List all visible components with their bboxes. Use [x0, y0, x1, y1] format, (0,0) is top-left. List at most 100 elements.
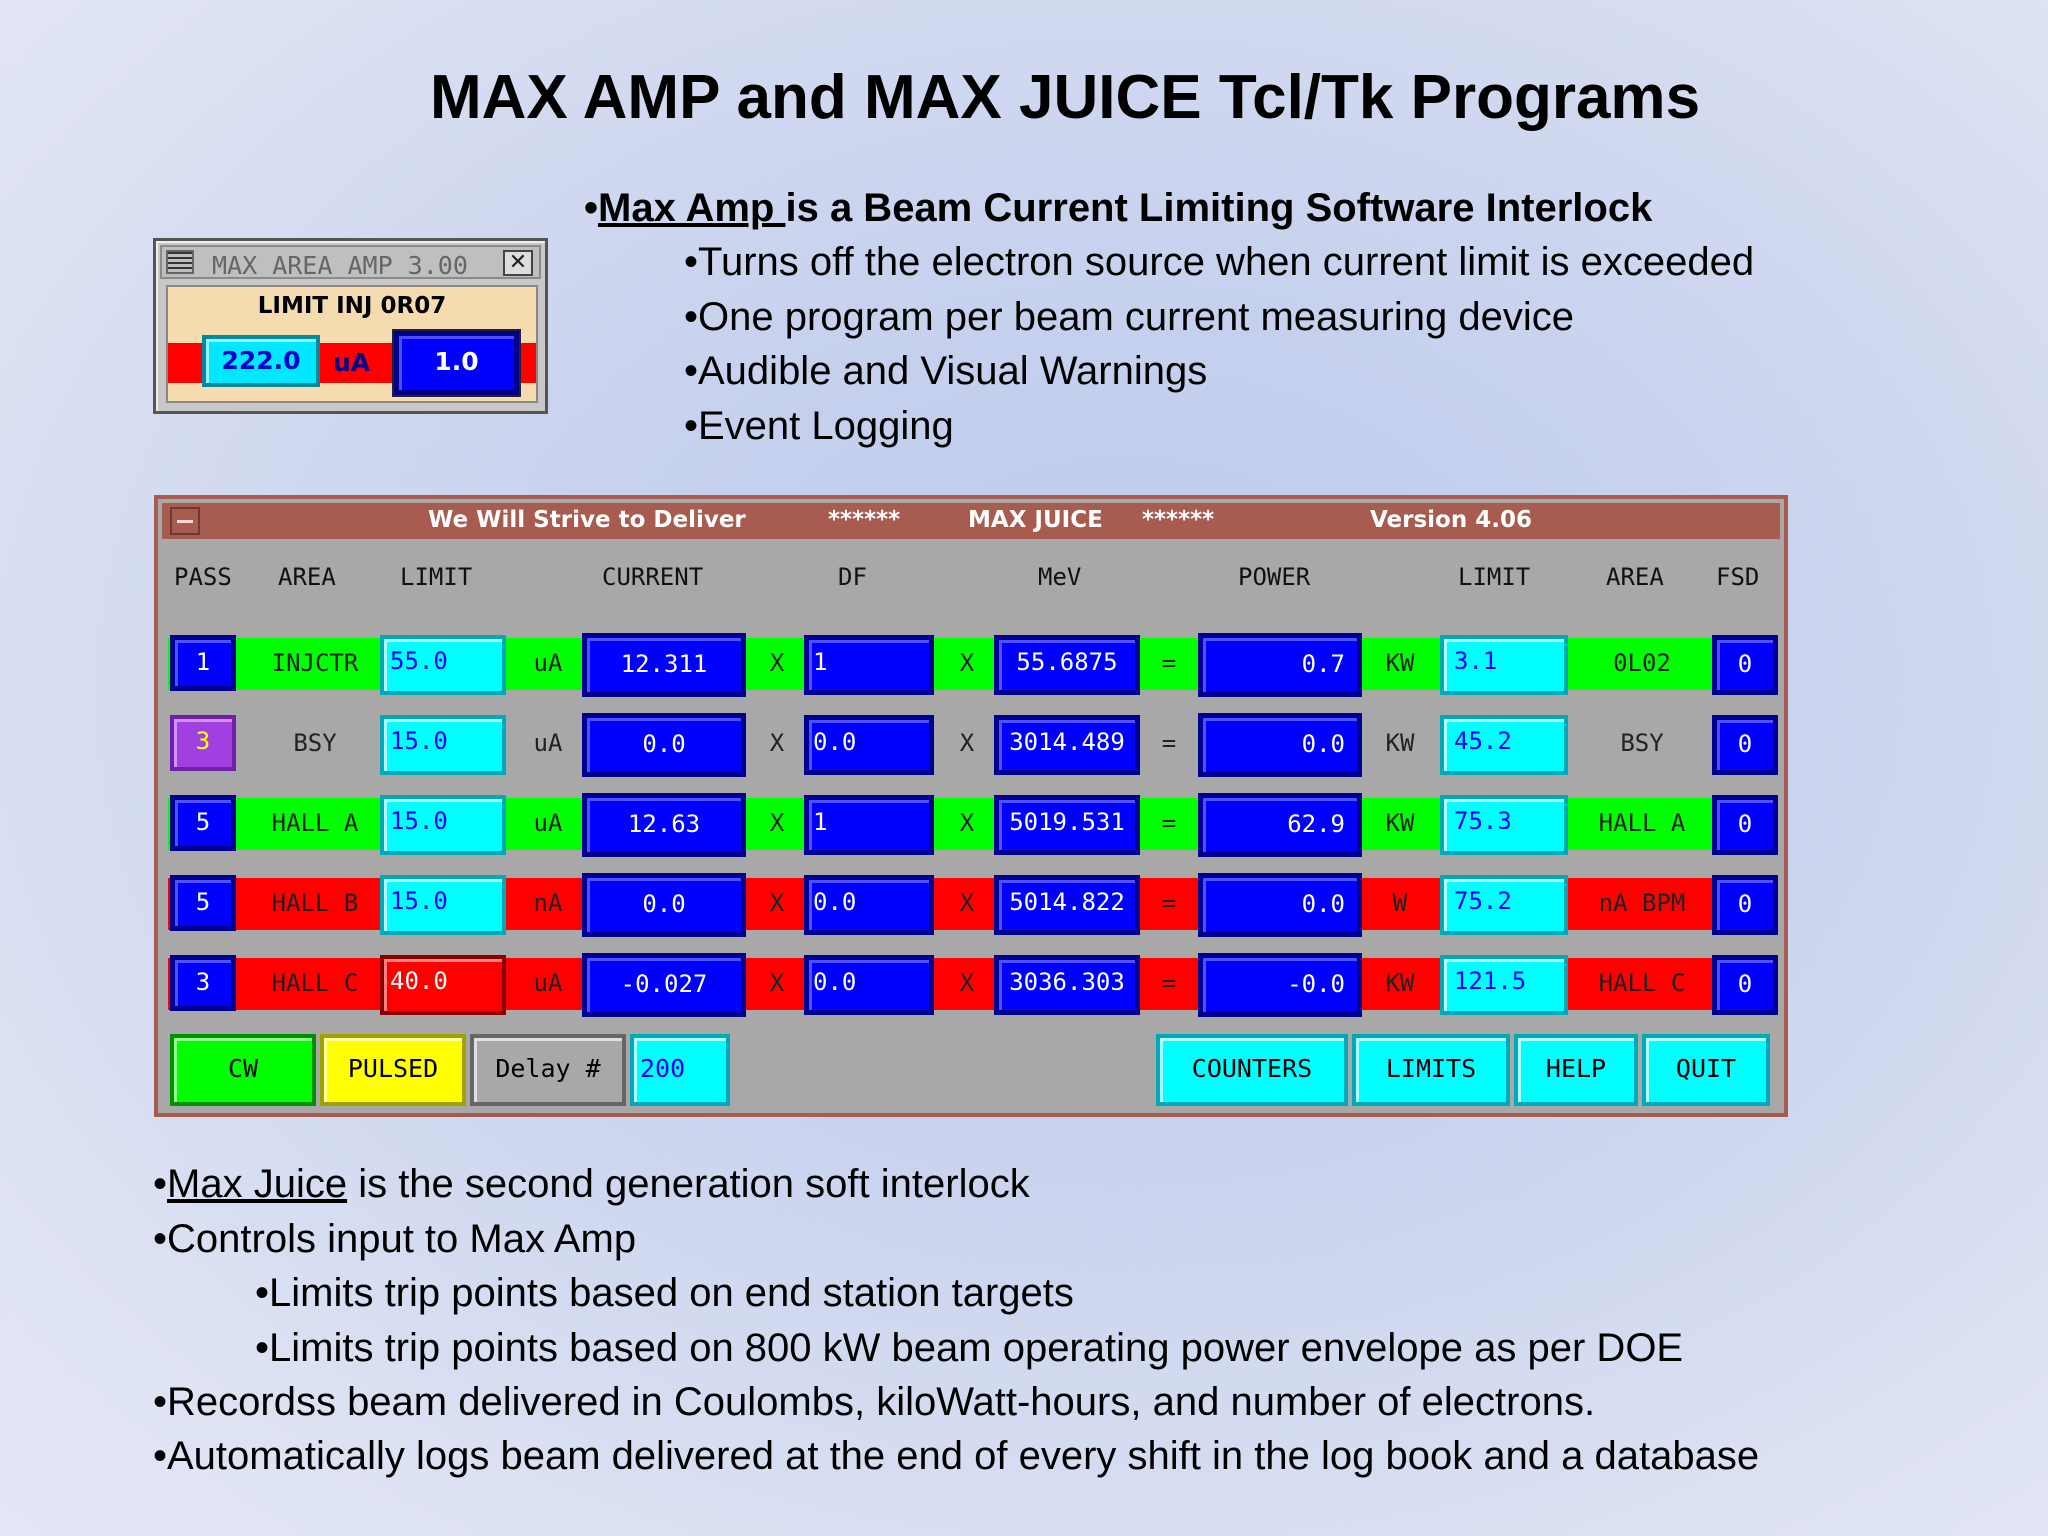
power-unit: KW — [1385, 729, 1415, 757]
close-icon[interactable]: ✕ — [503, 250, 533, 276]
mev-field[interactable]: 3036.303 — [994, 955, 1140, 1015]
title-app-name: MAX JUICE — [968, 507, 1103, 533]
mev-field[interactable]: 55.6875 — [994, 635, 1140, 695]
current-field[interactable]: -0.027 — [582, 953, 746, 1017]
current-field[interactable]: 0.0 — [582, 873, 746, 937]
pass-button[interactable]: 5 — [170, 795, 236, 851]
fsd-field[interactable]: 0 — [1712, 875, 1778, 935]
current-field[interactable]: 12.63 — [582, 793, 746, 857]
max-amp-link[interactable]: Max Amp — [598, 186, 786, 230]
power-field[interactable]: -0.0 — [1198, 953, 1362, 1017]
power-limit-field[interactable]: 121.5 — [1440, 955, 1568, 1015]
pulsed-button[interactable]: PULSED — [320, 1034, 466, 1106]
window-menu-icon[interactable] — [166, 250, 194, 274]
area-label: INJCTR — [271, 649, 359, 677]
equals-sign: = — [1161, 969, 1177, 997]
current-field[interactable]: 12.311 — [582, 633, 746, 697]
header-pass: PASS — [174, 563, 232, 591]
bullet-limits-targets: •Limits trip points based on end station… — [255, 1271, 1074, 1315]
header-df: DF — [838, 563, 867, 591]
bullet-records: •Recordss beam delivered in Coulombs, ki… — [153, 1380, 1596, 1424]
power-limit-field[interactable]: 75.2 — [1440, 875, 1568, 935]
power-limit-field[interactable]: 75.3 — [1440, 795, 1568, 855]
cw-button[interactable]: CW — [170, 1034, 316, 1106]
delay-button[interactable]: Delay # — [470, 1034, 626, 1106]
fsd-field[interactable]: 0 — [1712, 635, 1778, 695]
power-unit: KW — [1385, 969, 1415, 997]
equals-sign: = — [1161, 809, 1177, 837]
area-label: BSY — [293, 729, 337, 757]
current-unit: uA — [533, 649, 563, 677]
header-area: AREA — [278, 563, 336, 591]
max-juice-window: We Will Strive to Deliver ****** MAX JUI… — [154, 495, 1788, 1117]
max-amp-multiplier-button[interactable]: 1.0 — [394, 331, 519, 395]
mev-field[interactable]: 5019.531 — [994, 795, 1140, 855]
power-field[interactable]: 62.9 — [1198, 793, 1362, 857]
bullet-event-logging: •Event Logging — [684, 404, 954, 448]
max-amp-panel: LIMIT INJ 0R07 222.0 uA 1.0 — [166, 285, 538, 403]
table-row: 1 INJCTR 55.0 uA 12.311 X 1 X 55.6875 = 0.7 KW 3.1 0L… — [158, 629, 1784, 699]
df-field[interactable]: 0.0 — [804, 955, 934, 1015]
power-field[interactable]: 0.7 — [1198, 633, 1362, 697]
bullet-max-juice: •Max Juice is the second generation soft… — [153, 1162, 1030, 1207]
power-field[interactable]: 0.0 — [1198, 713, 1362, 777]
bullet-text: is the second generation soft interlock — [347, 1162, 1030, 1206]
pass-button[interactable]: 3 — [170, 955, 236, 1011]
multiply-sign: X — [959, 969, 975, 997]
limit-field[interactable]: 15.0 — [380, 715, 506, 775]
table-row: 5 HALL B 15.0 nA 0.0 X 0.0 X 5014.822 = 0.0 W 75.2 nA… — [158, 869, 1784, 939]
max-amp-value-field[interactable]: 222.0 — [202, 335, 320, 387]
limit-field[interactable]: 15.0 — [380, 795, 506, 855]
df-field[interactable]: 0.0 — [804, 875, 934, 935]
help-button[interactable]: HELP — [1514, 1034, 1638, 1106]
fsd-field[interactable]: 0 — [1712, 795, 1778, 855]
max-amp-window-title: MAX AREA AMP 3.00 — [212, 251, 468, 280]
delay-input[interactable]: 200 — [630, 1034, 730, 1106]
area-label-right: HALL A — [1598, 809, 1686, 837]
max-juice-link[interactable]: Max Juice — [167, 1162, 348, 1206]
limit-field[interactable]: 40.0 — [380, 955, 506, 1015]
multiply-sign: X — [959, 809, 975, 837]
max-amp-limit-label: LIMIT INJ 0R07 — [257, 293, 447, 319]
fsd-field[interactable]: 0 — [1712, 955, 1778, 1015]
table-row: 3 HALL C 40.0 uA -0.027 X 0.0 X 3036.303 = -0.0 KW 1… — [158, 949, 1784, 1019]
limit-field[interactable]: 15.0 — [380, 875, 506, 935]
max-amp-window: MAX AREA AMP 3.00 ✕ LIMIT INJ 0R07 222.0… — [153, 238, 548, 414]
multiply-sign: X — [769, 889, 785, 917]
pass-button[interactable]: 1 — [170, 635, 236, 691]
df-field[interactable]: 0.0 — [804, 715, 934, 775]
current-unit: nA — [533, 889, 563, 917]
area-label: HALL A — [271, 809, 359, 837]
quit-button[interactable]: QUIT — [1642, 1034, 1770, 1106]
mev-field[interactable]: 5014.822 — [994, 875, 1140, 935]
df-field[interactable]: 1 — [804, 635, 934, 695]
df-field[interactable]: 1 — [804, 795, 934, 855]
header-power: POWER — [1238, 563, 1311, 591]
counters-button[interactable]: COUNTERS — [1156, 1034, 1348, 1106]
power-unit: KW — [1385, 649, 1415, 677]
max-juice-titlebar[interactable]: We Will Strive to Deliver ****** MAX JUI… — [162, 503, 1780, 539]
window-menu-icon[interactable] — [170, 507, 200, 535]
power-limit-field[interactable]: 45.2 — [1440, 715, 1568, 775]
limits-button[interactable]: LIMITS — [1352, 1034, 1510, 1106]
bullet-controls-input: •Controls input to Max Amp — [153, 1217, 637, 1261]
limit-field[interactable]: 55.0 — [380, 635, 506, 695]
pass-button[interactable]: 3 — [170, 715, 236, 771]
power-limit-field[interactable]: 3.1 — [1440, 635, 1568, 695]
bullet-audible: •Audible and Visual Warnings — [684, 349, 1208, 393]
bullet-max-amp: •Max Amp is a Beam Current Limiting Soft… — [584, 186, 1652, 231]
mev-field[interactable]: 3014.489 — [994, 715, 1140, 775]
power-unit: W — [1392, 889, 1408, 917]
fsd-field[interactable]: 0 — [1712, 715, 1778, 775]
current-unit: uA — [533, 729, 563, 757]
current-field[interactable]: 0.0 — [582, 713, 746, 777]
current-unit: uA — [533, 809, 563, 837]
multiply-sign: X — [959, 729, 975, 757]
area-label-right: nA BPM — [1598, 889, 1686, 917]
power-unit: KW — [1385, 809, 1415, 837]
pass-button[interactable]: 5 — [170, 875, 236, 931]
multiply-sign: X — [769, 809, 785, 837]
title-version: Version 4.06 — [1370, 507, 1532, 533]
power-field[interactable]: 0.0 — [1198, 873, 1362, 937]
max-amp-titlebar[interactable]: MAX AREA AMP 3.00 ✕ — [160, 245, 541, 280]
